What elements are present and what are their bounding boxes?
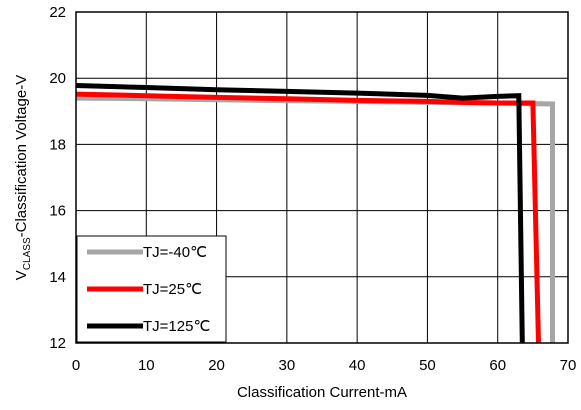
x-tick-label: 0 <box>72 357 80 374</box>
y-tick-label: 20 <box>49 70 66 87</box>
legend-label-3: TJ=125℃ <box>143 318 210 335</box>
series-line-3 <box>75 83 525 344</box>
y-tick-label: 22 <box>49 4 66 21</box>
y-axis-title-prefix: V <box>13 270 30 280</box>
x-tick-label: 30 <box>279 357 296 374</box>
x-tick-label: 40 <box>349 357 366 374</box>
plot-frame <box>75 11 569 344</box>
y-tick-label: 14 <box>49 269 66 286</box>
series-layer <box>75 83 555 344</box>
y-tick-labels: 12 14 16 18 20 22 <box>49 4 66 352</box>
legend: TJ=-40℃ TJ=25℃ TJ=125℃ <box>76 235 227 343</box>
x-tick-label: 60 <box>489 357 506 374</box>
x-tick-labels: 0 10 20 30 40 50 60 70 <box>72 357 577 374</box>
series-line-2 <box>75 91 541 344</box>
y-tick-label: 12 <box>49 335 66 352</box>
legend-label-2: TJ=25℃ <box>143 281 202 298</box>
x-tick-label: 10 <box>138 357 155 374</box>
x-axis-title: Classification Current-mA <box>237 384 407 401</box>
x-tick-label: 20 <box>208 357 225 374</box>
x-tick-label: 70 <box>560 357 577 374</box>
x-tick-label: 50 <box>419 357 436 374</box>
y-tick-label: 16 <box>49 203 66 220</box>
y-axis-title: VCLASS-Classification Voltage-V <box>13 75 33 280</box>
y-tick-label: 18 <box>49 136 66 153</box>
y-axis-title-subscript: CLASS <box>22 237 33 270</box>
y-axis-title-suffix: -Classification Voltage-V <box>13 75 30 238</box>
legend-label-1: TJ=-40℃ <box>143 244 207 261</box>
